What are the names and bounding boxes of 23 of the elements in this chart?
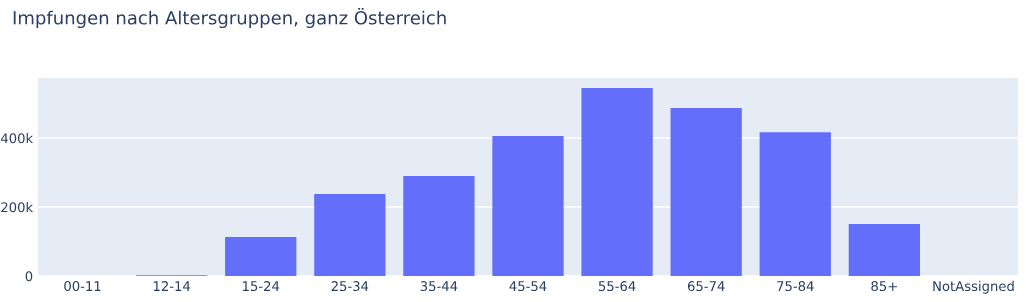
y-tick-label: 400k (0, 133, 34, 144)
bar (403, 175, 475, 276)
x-tick-label: 75-84 (777, 281, 814, 292)
x-tick-label: NotAssigned (933, 280, 1014, 294)
x-tick-label: 25-34 (331, 281, 369, 292)
y-tick-label: 0 (25, 271, 33, 282)
bar (581, 88, 653, 276)
bar (314, 193, 386, 276)
x-tick-label: 85+ (871, 281, 897, 292)
chart-title: Impfungen nach Altersgruppen, ganz Österreich (13, 7, 446, 29)
x-tick-label: 65-74 (687, 281, 725, 292)
bar (848, 223, 920, 276)
y-tick-label: 200k (1, 202, 34, 213)
bar (670, 108, 742, 276)
x-tick-label: 55-64 (598, 281, 636, 292)
bar (225, 237, 297, 276)
x-tick-label: 35-44 (420, 281, 458, 292)
x-tick-label: 12-14 (153, 281, 191, 291)
bar (492, 135, 564, 276)
x-tick-label: 45-54 (509, 281, 547, 292)
bar (759, 132, 831, 276)
x-tick-label: 15-24 (243, 281, 280, 292)
x-tick-label: 00-11 (64, 281, 101, 292)
